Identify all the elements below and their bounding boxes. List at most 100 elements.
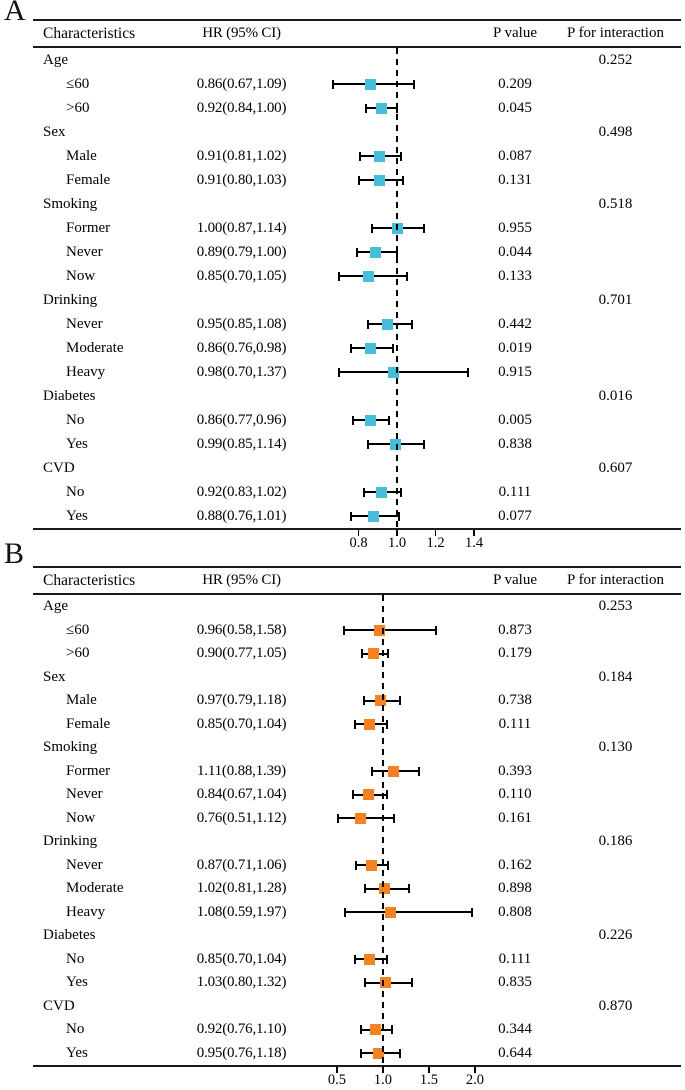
p-interaction-value: 0.498 — [598, 123, 633, 140]
ci-cap-left — [357, 175, 360, 185]
hr-marker — [365, 859, 377, 871]
subgroup-row: Former 1.11(0.88,1.39) 0.393 — [33, 760, 681, 784]
row-label: Diabetes — [43, 927, 96, 944]
subgroup-row: Male 0.97(0.79,1.18) 0.738 — [33, 689, 681, 713]
hr-ci-text: 1.03(0.80,1.32) — [196, 974, 287, 991]
hr-marker — [363, 718, 375, 730]
ci-plot-cell — [300, 760, 480, 784]
axis-tick — [382, 1067, 384, 1073]
hr-marker — [384, 906, 396, 918]
hr-ci-text: 0.91(0.81,1.02) — [196, 147, 287, 164]
axis-tick-label: 2.0 — [465, 1072, 484, 1088]
ci-cap-left — [338, 367, 341, 377]
row-label: Now — [66, 267, 96, 284]
p-interaction-value: 0.016 — [598, 387, 633, 404]
col-header-p-interaction: P for interaction — [567, 25, 664, 41]
group-row: Drinking 0.186 — [33, 830, 681, 854]
axis-tick-label: 1.5 — [419, 1072, 438, 1088]
ci-cap-left — [363, 487, 366, 497]
row-label: Never — [66, 786, 103, 803]
ci-plot-cell — [300, 168, 480, 192]
hr-ci-text: 1.00(0.87,1.14) — [196, 219, 287, 236]
ci-plot-cell — [300, 312, 480, 336]
hr-ci-text: 0.91(0.80,1.03) — [196, 171, 287, 188]
p-interaction-value: 0.186 — [598, 833, 633, 850]
row-label: Sex — [43, 123, 66, 140]
row-label: Never — [66, 856, 103, 873]
row-label: >60 — [66, 99, 90, 116]
ci-plot-cell — [300, 619, 480, 643]
ci-cap-left — [367, 439, 370, 449]
ci-cap-right — [385, 954, 388, 964]
row-label: Yes — [66, 1044, 88, 1061]
hr-marker — [387, 765, 399, 777]
col-header-p-value: P value — [492, 25, 538, 41]
p-interaction-value: 0.870 — [598, 997, 633, 1014]
ci-cap-right — [388, 415, 391, 425]
axis-tick-label: 0.8 — [349, 535, 368, 551]
axis-tick-label: 1.2 — [426, 535, 445, 551]
ci-plot-cell — [300, 595, 480, 619]
p-value: 0.179 — [498, 645, 532, 662]
axis-tick — [428, 1067, 430, 1073]
p-value: 0.019 — [498, 339, 532, 356]
ci-plot-cell — [300, 666, 480, 690]
subgroup-row: No 0.92(0.83,1.02) 0.111 — [33, 480, 681, 504]
hr-marker — [364, 342, 376, 354]
hr-ci-text: 0.99(0.85,1.14) — [196, 435, 287, 452]
row-label: Sex — [43, 668, 66, 685]
hr-ci-text: 0.87(0.71,1.06) — [196, 856, 287, 873]
hr-marker — [362, 270, 374, 282]
ci-plot-cell — [300, 48, 480, 72]
ci-plot-cell — [300, 948, 480, 972]
col-header-hr-ci: HR (95% CI) — [202, 25, 281, 41]
hr-marker — [368, 510, 380, 522]
hr-marker — [376, 486, 388, 498]
ci-plot-cell — [300, 854, 480, 878]
ci-plot-cell — [300, 240, 480, 264]
hr-ci-text: 0.98(0.70,1.37) — [196, 363, 287, 380]
hr-ci-text: 0.86(0.67,1.09) — [196, 75, 287, 92]
hr-ci-text: 0.89(0.79,1.00) — [196, 243, 287, 260]
ci-cap-left — [370, 766, 373, 776]
ci-cap-left — [363, 978, 366, 988]
row-label: Yes — [66, 974, 88, 991]
panel-a-body: Age 0.252 ≤60 0.86(0.67,1.09) 0.209 >60 0.92(0… — [33, 48, 681, 530]
p-interaction-value: 0.184 — [598, 668, 633, 685]
subgroup-row: No 0.92(0.76,1.10) 0.344 — [33, 1018, 681, 1042]
group-row: CVD 0.870 — [33, 995, 681, 1019]
ci-cap-right — [399, 487, 402, 497]
subgroup-row: >60 0.90(0.77,1.05) 0.179 — [33, 642, 681, 666]
ci-plot-cell — [300, 408, 480, 432]
p-value: 0.344 — [498, 1021, 532, 1038]
ci-plot-cell — [300, 877, 480, 901]
ci-plot-cell — [300, 1042, 480, 1066]
hr-marker — [372, 1047, 384, 1059]
p-interaction-value: 0.252 — [598, 51, 633, 68]
ci-cap-right — [398, 696, 401, 706]
axis-tick-label: 0.5 — [327, 1072, 347, 1088]
ci-cap-left — [359, 1048, 362, 1058]
ci-cap-left — [364, 884, 367, 894]
col-header-plot-spacer — [300, 568, 480, 593]
ci-cap-right — [397, 511, 400, 521]
hr-ci-text: 0.86(0.76,0.98) — [196, 339, 287, 356]
row-label: Drinking — [43, 291, 98, 308]
p-value: 0.915 — [498, 363, 532, 380]
axis-tick-label: 1.0 — [387, 535, 407, 551]
ci-cap-right — [393, 813, 395, 823]
panel-b-body: Age 0.253 ≤60 0.96(0.58,1.58) 0.873 >60 0.90(0… — [33, 595, 681, 1067]
ci-cap-left — [359, 1025, 362, 1035]
panel-b-label: B — [4, 537, 25, 570]
p-value: 0.111 — [498, 950, 532, 967]
ci-cap-right — [401, 175, 404, 185]
hr-ci-text: 0.97(0.79,1.18) — [196, 692, 287, 709]
ci-plot-cell — [300, 901, 480, 925]
ci-plot-cell — [300, 336, 480, 360]
group-row: Diabetes 0.226 — [33, 924, 681, 948]
group-row: Sex 0.184 — [33, 666, 681, 690]
axis-tick — [434, 530, 437, 536]
row-label: CVD — [43, 459, 75, 476]
hr-ci-text: 0.85(0.70,1.04) — [196, 950, 287, 967]
